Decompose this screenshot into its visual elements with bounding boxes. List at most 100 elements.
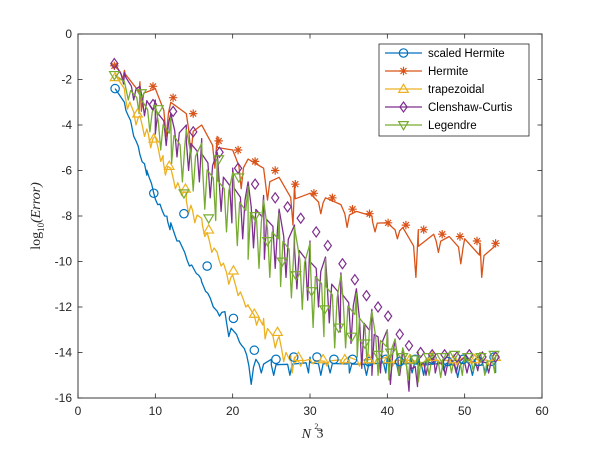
legend-marker-legendre xyxy=(397,120,410,131)
data-point-legendre xyxy=(233,173,245,184)
legend-marker-clenshaw-curtis xyxy=(399,100,408,114)
data-point-clenshaw-curtis xyxy=(296,212,306,225)
data-point-hermite xyxy=(214,136,223,146)
legend-marker-hermite xyxy=(399,66,408,76)
legend-entry-scaled-hermite: scaled Hermite xyxy=(385,48,505,60)
x-axis-label-exp-den: 3 xyxy=(317,427,324,442)
data-point-hermite xyxy=(328,193,337,202)
data-point-clenshaw-curtis xyxy=(168,105,178,118)
y-tick-label: -12 xyxy=(55,300,73,314)
legend-label-clenshaw-curtis: Clenshaw-Curtis xyxy=(428,102,513,114)
data-point-clenshaw-curtis xyxy=(148,98,158,111)
data-point-hermite xyxy=(455,232,465,241)
data-point-legendre xyxy=(212,155,225,166)
data-point-hermite xyxy=(250,157,260,166)
data-point-clenshaw-curtis xyxy=(188,125,198,138)
data-point-trapezoidal xyxy=(338,353,351,364)
data-point-trapezoidal xyxy=(131,107,144,118)
legend-label-trapezoidal: trapezoidal xyxy=(428,84,484,96)
legend-entry-clenshaw-curtis: Clenshaw-Curtis xyxy=(385,100,513,114)
data-point-clenshaw-curtis xyxy=(383,310,393,323)
data-point-legendre xyxy=(396,353,409,364)
data-point-hermite xyxy=(309,189,319,198)
y-axis-label-prefix: log xyxy=(29,232,44,250)
data-point-scaled-hermite xyxy=(271,354,281,365)
data-point-hermite xyxy=(271,166,280,175)
data-point-legendre xyxy=(461,353,474,364)
data-point-clenshaw-curtis xyxy=(491,351,500,364)
legend-marker-trapezoidal xyxy=(397,83,410,94)
series-markers-legendre xyxy=(108,70,500,366)
data-point-trapezoidal xyxy=(227,264,240,275)
data-point-clenshaw-curtis xyxy=(395,328,405,341)
data-point-legendre xyxy=(249,212,261,222)
data-point-scaled-hermite xyxy=(442,356,453,367)
data-point-clenshaw-curtis xyxy=(110,57,119,70)
legend-label-scaled-hermite: scaled Hermite xyxy=(428,48,505,60)
series-line-hermite xyxy=(114,65,497,279)
axis-ticks: 0 10 20 30 40 50 60 0 -2 -4 -6 -8 -10 -12 -14 -16 xyxy=(55,27,549,418)
data-point-legendre xyxy=(261,237,274,248)
y-axis-label-sub: 10 xyxy=(36,222,46,232)
data-point-legendre xyxy=(359,339,371,350)
x-tick-label: 30 xyxy=(303,404,317,418)
data-point-legendre xyxy=(135,89,148,100)
legend-entry-legendre: Legendre xyxy=(385,120,477,132)
x-tick-label: 20 xyxy=(226,404,240,418)
data-point-clenshaw-curtis xyxy=(270,191,280,204)
data-point-trapezoidal xyxy=(248,307,261,318)
data-point-scaled-hermite xyxy=(110,83,120,94)
data-point-legendre xyxy=(178,189,190,200)
y-axis-label-arg: (Error) xyxy=(29,182,44,223)
legend-label-legendre: Legendre xyxy=(428,120,477,132)
data-point-trapezoidal xyxy=(163,159,176,170)
data-point-hermite xyxy=(233,145,243,155)
data-point-clenshaw-curtis xyxy=(362,289,371,302)
data-point-legendre xyxy=(152,105,165,116)
data-point-scaled-hermite xyxy=(202,261,212,271)
data-point-clenshaw-curtis xyxy=(416,346,425,359)
data-point-legendre xyxy=(435,353,448,364)
data-point-legendre xyxy=(372,350,384,361)
data-point-hermite xyxy=(291,180,300,189)
y-tick-label: -2 xyxy=(61,73,72,87)
data-point-legendre xyxy=(318,305,331,316)
data-point-clenshaw-curtis xyxy=(215,146,224,159)
data-point-hermite xyxy=(383,218,393,227)
y-tick-label: -6 xyxy=(61,164,72,178)
data-point-trapezoidal xyxy=(468,353,481,364)
data-point-legendre xyxy=(384,348,397,359)
data-point-scaled-hermite xyxy=(179,208,189,219)
data-point-scaled-hermite xyxy=(288,352,299,362)
data-point-trapezoidal xyxy=(202,223,215,234)
data-point-clenshaw-curtis xyxy=(233,162,243,175)
data-point-clenshaw-curtis xyxy=(350,273,360,286)
data-point-trapezoidal xyxy=(292,351,305,362)
data-point-trapezoidal xyxy=(447,353,460,364)
y-tick-label: -16 xyxy=(55,391,73,405)
data-point-hermite xyxy=(348,205,357,214)
data-point-scaled-hermite xyxy=(329,354,339,365)
y-tick-label: -8 xyxy=(61,209,72,223)
series-markers-hermite xyxy=(110,61,500,248)
x-tick-label: 40 xyxy=(381,404,395,418)
data-point-hermite xyxy=(148,82,158,91)
data-point-legendre xyxy=(475,353,487,364)
data-point-hermite xyxy=(401,220,411,230)
data-point-clenshaw-curtis xyxy=(250,178,260,191)
legend-entry-trapezoidal: trapezoidal xyxy=(385,83,484,96)
data-point-scaled-hermite xyxy=(148,188,159,199)
data-point-clenshaw-curtis xyxy=(373,300,383,314)
y-axis-label: log10(Error) xyxy=(29,182,46,250)
data-point-hermite xyxy=(491,239,500,248)
data-point-legendre xyxy=(305,287,318,298)
data-point-legendre xyxy=(488,350,500,361)
legend-label-hermite: Hermite xyxy=(428,66,468,78)
data-point-scaled-hermite xyxy=(380,354,391,365)
data-point-trapezoidal xyxy=(362,353,375,364)
data-point-legendre xyxy=(409,355,422,366)
legend-entry-hermite: Hermite xyxy=(385,66,468,78)
legend-box xyxy=(378,43,530,137)
data-point-scaled-hermite xyxy=(347,354,358,365)
